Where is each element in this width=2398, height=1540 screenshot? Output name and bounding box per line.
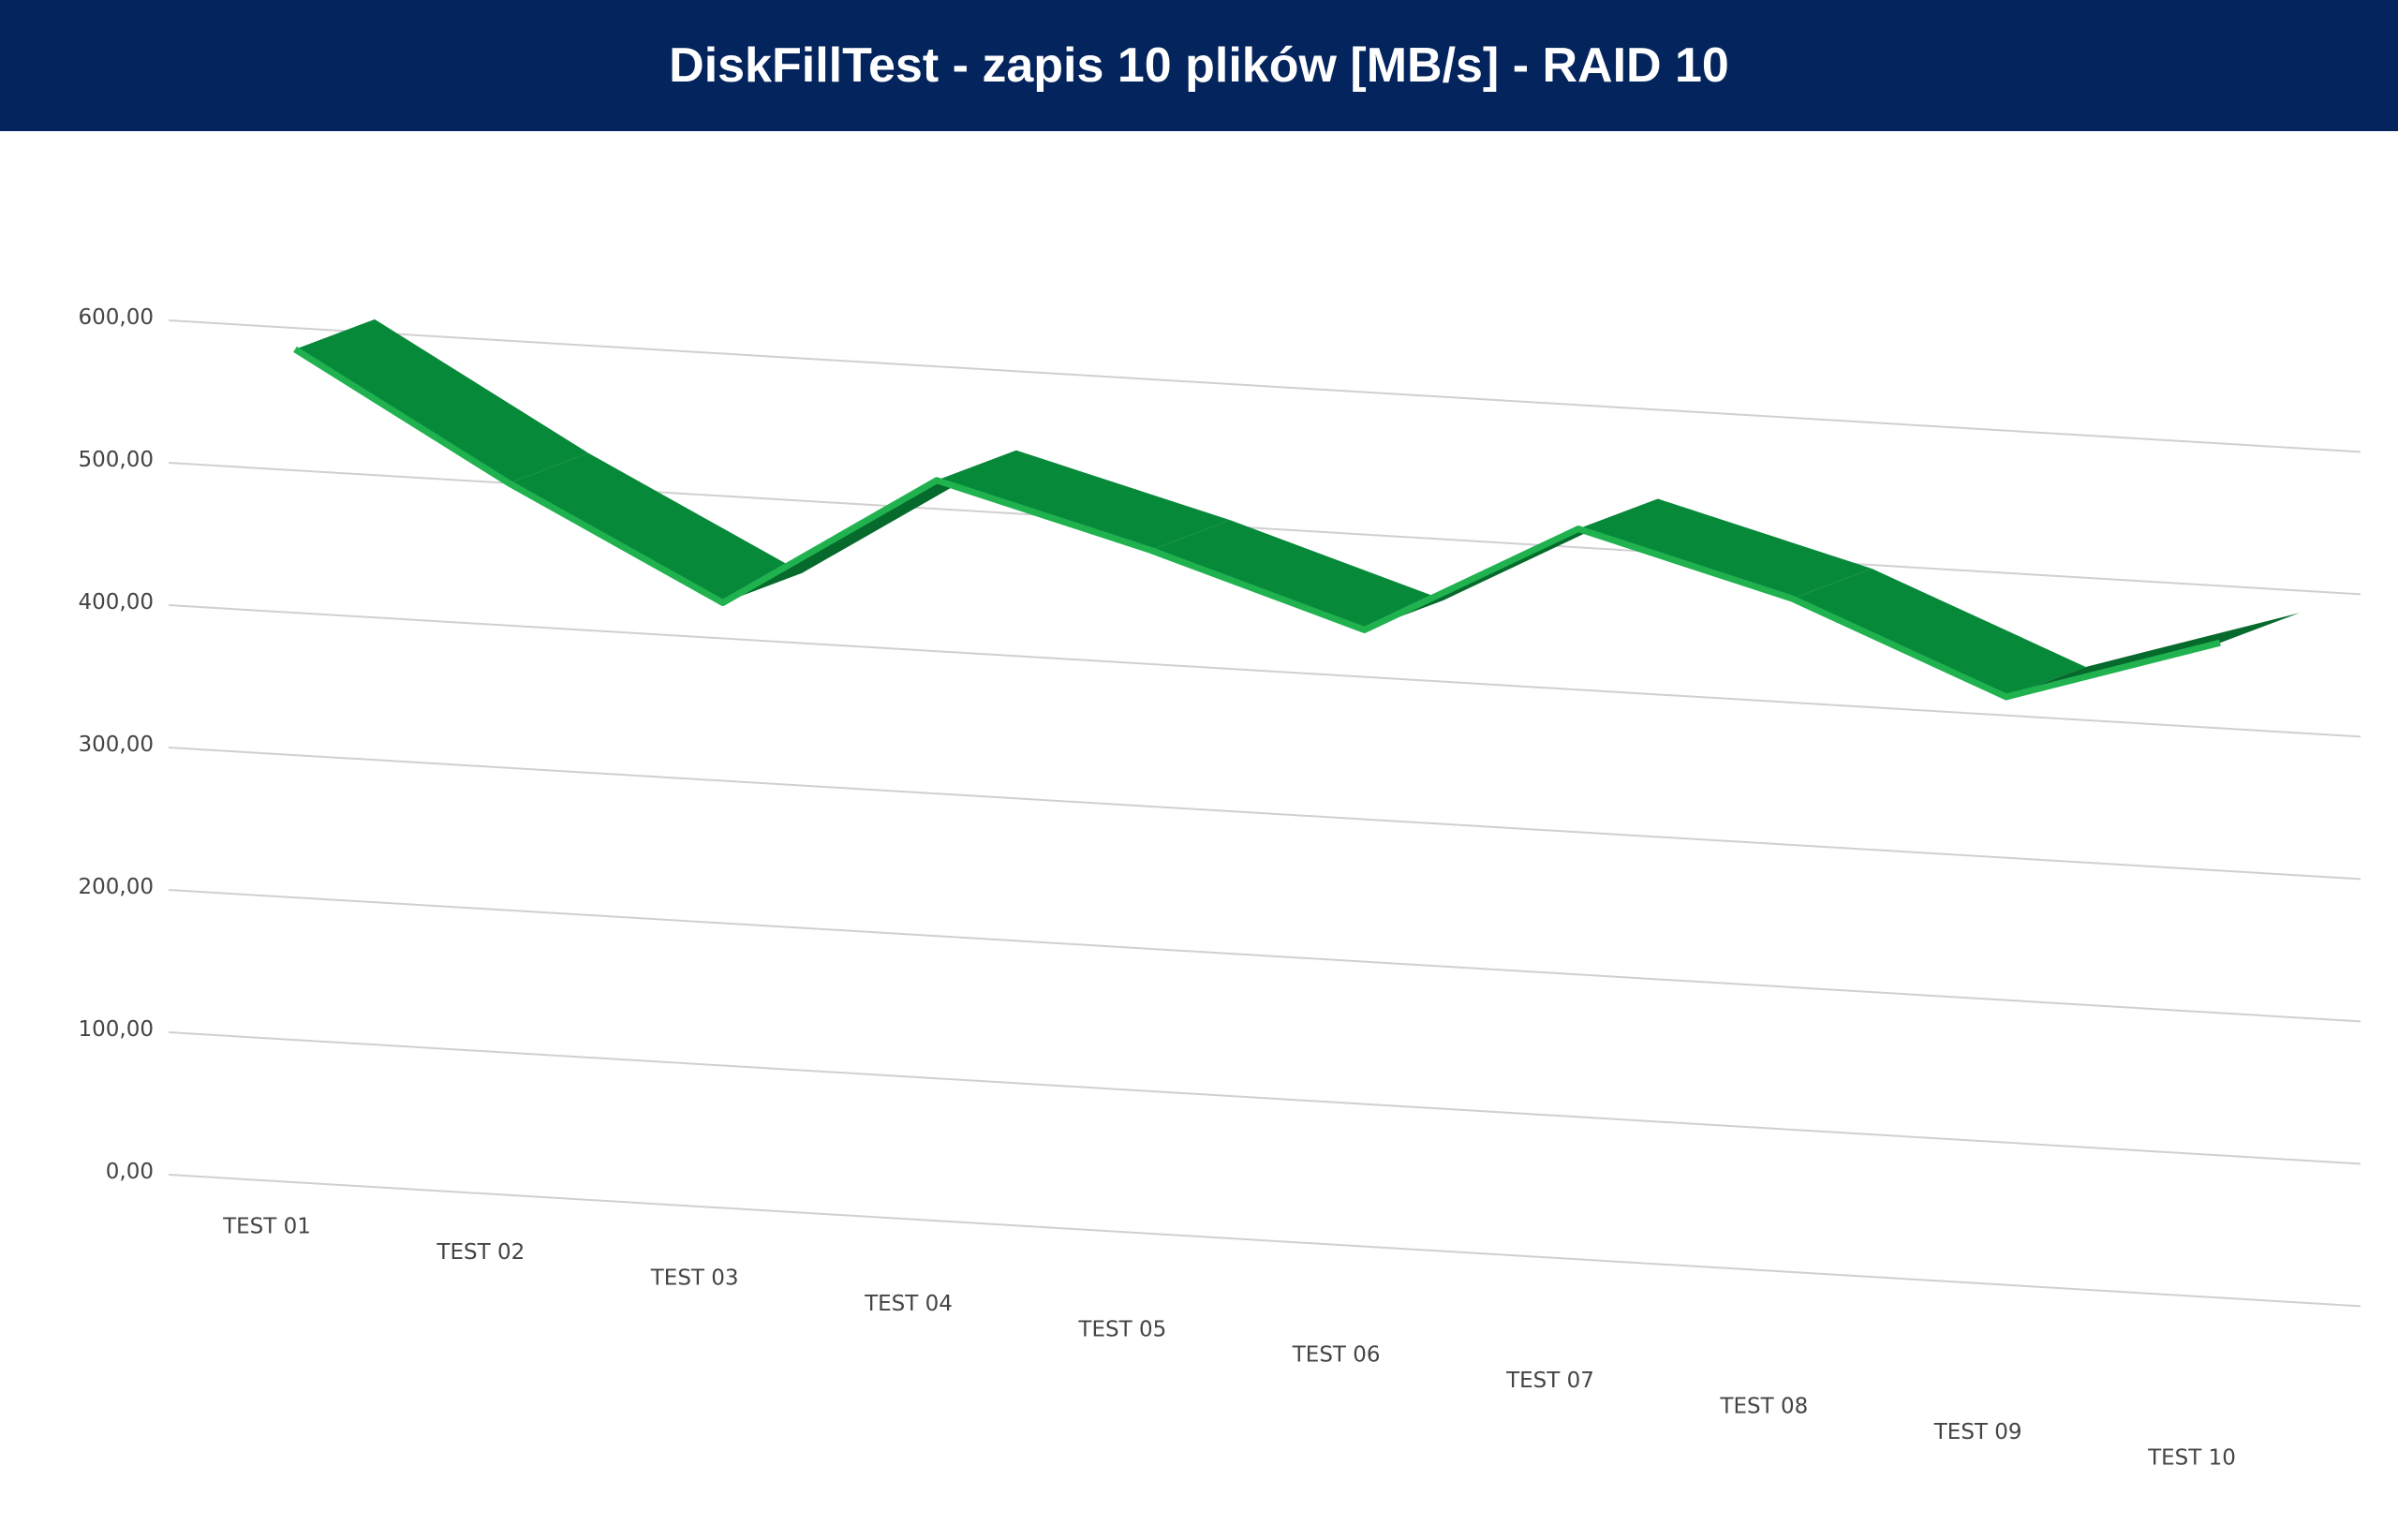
x-tick-label: TEST 08	[1719, 1395, 1808, 1419]
x-tick-label: TEST 06	[1292, 1343, 1381, 1368]
y-tick-label: 300,00	[79, 733, 154, 757]
x-tick-label: TEST 04	[864, 1292, 953, 1316]
x-tick-label: TEST 09	[1933, 1420, 2022, 1444]
y-tick-label: 500,00	[79, 448, 154, 472]
ribbon-face	[1792, 569, 2086, 697]
y-tick-label: 0,00	[106, 1160, 154, 1184]
grid-line	[168, 889, 2361, 1023]
x-tick-label: TEST 05	[1077, 1317, 1166, 1341]
grid-line	[168, 319, 2361, 453]
grid-line	[168, 1174, 2361, 1308]
x-tick-label: TEST 01	[222, 1215, 311, 1239]
title-bar: DiskFillTest - zapis 10 plików [MB/s] - …	[0, 0, 2398, 131]
line	[293, 346, 2221, 701]
ribbon-face	[295, 318, 589, 483]
ribbon-face	[1150, 520, 1444, 630]
ribbon-face	[1578, 498, 1873, 600]
chart: 0,00 100,00 200,00 300,00 400,00 500,00 600,00…	[79, 305, 2361, 1470]
y-tick-label: 600,00	[79, 305, 154, 330]
y-tick-label: 400,00	[79, 590, 154, 615]
grid-line	[168, 747, 2361, 881]
y-tick-label: 200,00	[79, 875, 154, 899]
ribbon-face	[509, 452, 803, 603]
y-tick-label: 100,00	[79, 1017, 154, 1042]
grid-line	[168, 604, 2361, 738]
x-tick-label: TEST 02	[436, 1240, 525, 1265]
x-tick-label: TEST 10	[2147, 1445, 2236, 1470]
x-tick-label: TEST 07	[1505, 1369, 1594, 1393]
grid-line	[168, 1031, 2361, 1165]
ribbon-face	[937, 450, 1231, 551]
chart-title: DiskFillTest - zapis 10 plików [MB/s] - …	[669, 38, 1729, 93]
x-tick-label: TEST 03	[650, 1266, 739, 1291]
ribbon-face	[722, 450, 1016, 603]
